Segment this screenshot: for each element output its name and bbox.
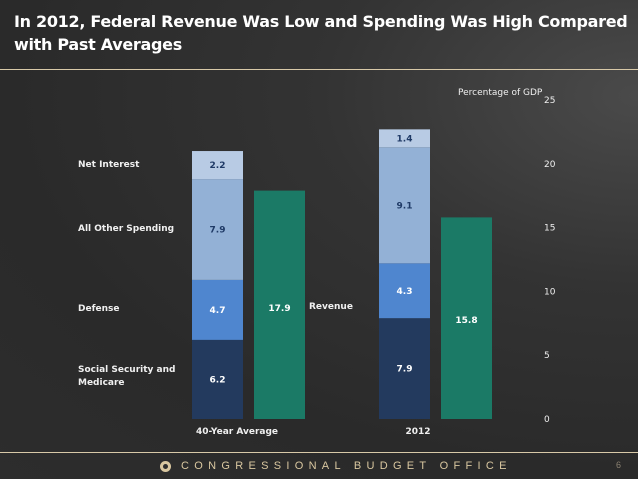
x-tick-label: 40-Year Average bbox=[196, 427, 278, 437]
legend-social-security-line1: Social Security and bbox=[78, 365, 175, 375]
bar-revenue bbox=[254, 190, 305, 419]
y-tick-label: 10 bbox=[544, 287, 556, 297]
legend-net-interest: Net Interest bbox=[78, 160, 140, 170]
y-tick-label: 25 bbox=[544, 96, 555, 106]
bar-segment-all-other-spending bbox=[192, 179, 243, 280]
x-axis: 40-Year Average 2012 bbox=[196, 427, 431, 437]
bar-segment-defense bbox=[192, 279, 243, 340]
bar-segment-defense bbox=[379, 263, 430, 319]
legend-social-security-line2: Medicare bbox=[78, 378, 125, 388]
y-tick-label: 20 bbox=[544, 160, 556, 170]
y-tick-label: 5 bbox=[544, 351, 550, 361]
footer-org-name: CONGRESSIONAL BUDGET OFFICE bbox=[181, 460, 512, 472]
y-tick-label: 15 bbox=[544, 224, 555, 234]
legend-revenue: Revenue bbox=[309, 302, 353, 312]
cbo-seal-icon bbox=[160, 460, 171, 472]
bar-segment-net-interest bbox=[379, 129, 430, 148]
page-number: 6 bbox=[616, 460, 622, 470]
bar-value-label: 4.3 bbox=[397, 287, 413, 297]
footer: CONGRESSIONAL BUDGET OFFICE bbox=[160, 458, 512, 474]
footer-divider bbox=[0, 452, 638, 453]
bar-value-label: 17.9 bbox=[268, 304, 290, 314]
bar-segment-social-security-and-medicare bbox=[192, 339, 243, 419]
bars: 6.2 4.7 7.9 2.2 17.9 7.9 4.3 9.1 1.4 15.8 bbox=[192, 129, 492, 419]
slide-title: In 2012, Federal Revenue Was Low and Spe… bbox=[14, 12, 628, 54]
bar-value-label: 4.7 bbox=[210, 306, 226, 316]
bar-value-label: 6.2 bbox=[210, 375, 226, 385]
x-tick-label: 2012 bbox=[405, 427, 430, 437]
bar-segment-all-other-spending bbox=[379, 147, 430, 264]
title-divider bbox=[0, 69, 638, 70]
legend-defense: Defense bbox=[78, 304, 119, 314]
bar-segment-net-interest bbox=[192, 151, 243, 180]
legend-all-other-spending: All Other Spending bbox=[78, 224, 174, 234]
bar-value-label: 7.9 bbox=[210, 226, 226, 236]
y-axis-label: Percentage of GDP bbox=[458, 88, 543, 98]
bar-value-label: 1.4 bbox=[397, 134, 413, 144]
bar-segment-social-security-and-medicare bbox=[379, 318, 430, 419]
bar-revenue bbox=[441, 217, 492, 419]
bar-value-label: 15.8 bbox=[455, 316, 477, 326]
chart: Percentage of GDP 0 5 10 15 20 25 6.2 4.7 7.9 2.… bbox=[78, 88, 556, 437]
bar-value-label: 2.2 bbox=[210, 161, 226, 171]
y-axis: 0 5 10 15 20 25 bbox=[544, 96, 556, 425]
bar-value-label: 9.1 bbox=[397, 201, 413, 211]
legend: Net Interest All Other Spending Defense … bbox=[78, 160, 353, 388]
bar-value-label: 7.9 bbox=[397, 365, 413, 375]
y-tick-label: 0 bbox=[544, 415, 550, 425]
